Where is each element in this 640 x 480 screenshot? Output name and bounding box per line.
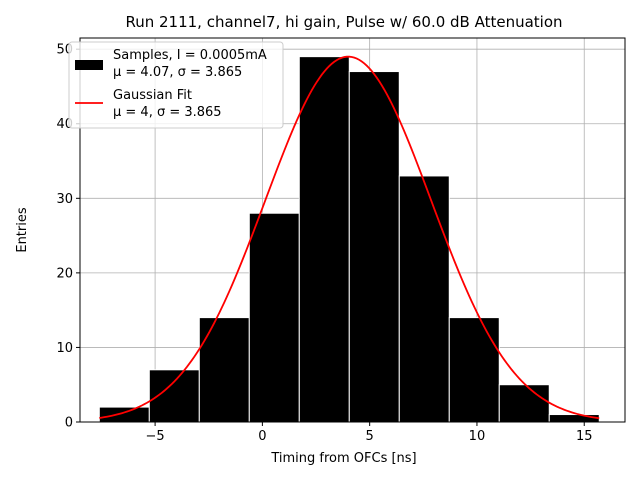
legend-label-samples: Samples, I = 0.0005mA [113, 48, 267, 63]
x-tick-label: 10 [469, 429, 486, 444]
x-tick-label: 15 [576, 429, 593, 444]
histogram-bar [298, 56, 350, 423]
legend-box [68, 41, 284, 129]
gaussian-fit-line [99, 55, 600, 420]
y-tick-label: 0 [65, 416, 73, 431]
x-tick-label: 5 [366, 429, 374, 444]
histogram-bar [248, 212, 300, 423]
x-tick-label: −5 [146, 429, 165, 444]
gaussian-fit [99, 55, 600, 420]
histogram-bar [348, 71, 400, 423]
legend-swatch-samples [75, 60, 103, 70]
y-tick-label: 30 [56, 192, 73, 207]
legend-stats-fit: μ = 4, σ = 3.865 [113, 105, 222, 120]
histogram-bar [198, 317, 250, 423]
histogram-bar [398, 175, 450, 423]
x-axis-label: Timing from OFCs [ns] [270, 451, 416, 466]
histogram-bar [498, 384, 550, 423]
histogram-bar [448, 317, 500, 423]
histogram-bar [548, 414, 600, 423]
x-axis-ticks: −5 0 5 10 15 [146, 422, 593, 444]
histogram-bars [98, 56, 600, 423]
x-tick-label: 0 [258, 429, 266, 444]
y-tick-label: 10 [56, 341, 73, 356]
chart-title: Run 2111, channel7, hi gain, Pulse w/ 60… [125, 13, 562, 31]
legend-stats-samples: μ = 4.07, σ = 3.865 [113, 65, 242, 80]
legend: Samples, I = 0.0005mA μ = 4.07, σ = 3.86… [68, 41, 284, 129]
legend-label-fit: Gaussian Fit [113, 88, 192, 103]
histogram-bar [98, 406, 150, 423]
y-axis-label: Entries [15, 207, 30, 253]
plot-frame [79, 37, 626, 423]
y-tick-label: 20 [56, 266, 73, 281]
